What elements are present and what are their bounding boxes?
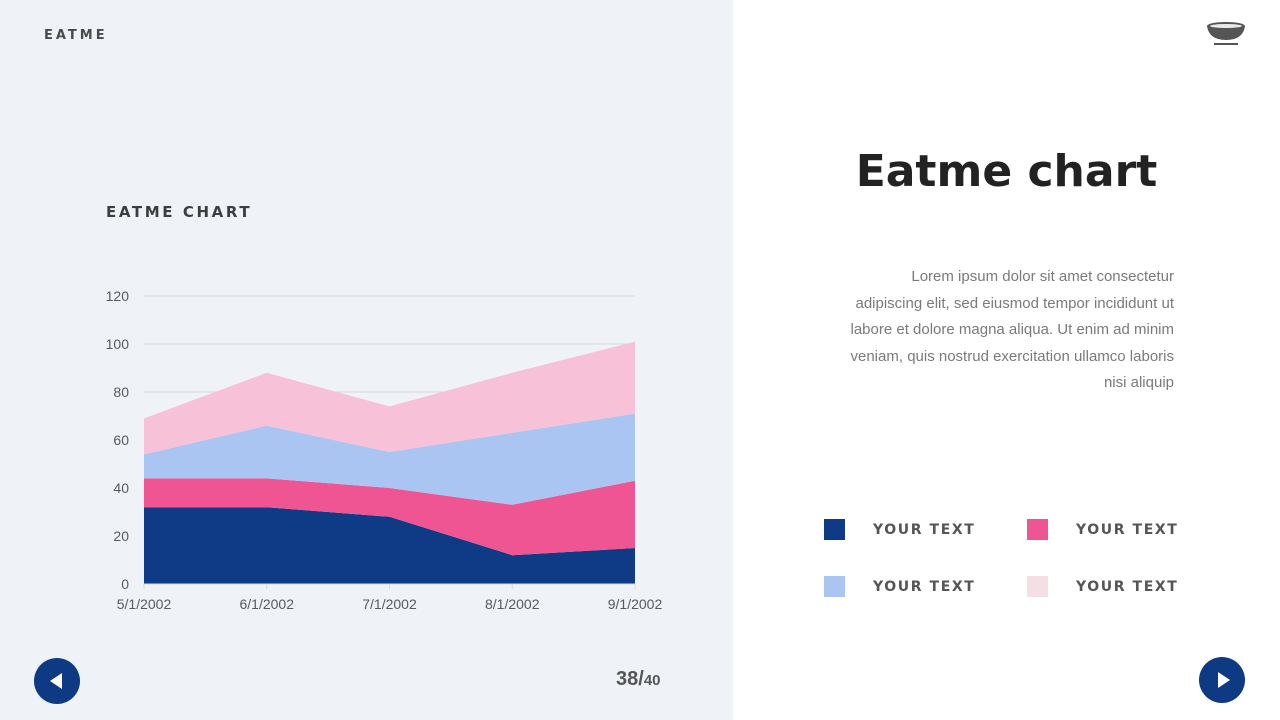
area-series — [144, 413, 635, 505]
area-series — [144, 341, 635, 455]
y-axis-tick-label: 120 — [106, 288, 130, 304]
legend-item: YOUR TEXT — [1027, 576, 1178, 597]
legend-label: YOUR TEXT — [1076, 521, 1179, 538]
y-axis-tick-label: 80 — [113, 384, 129, 400]
chart-panel: EATME EATME CHART 0 20 40 60 80 100 120 5/1/200… — [0, 0, 733, 720]
y-axis-tick-label: 100 — [106, 336, 130, 352]
total-pages: 40 — [643, 672, 661, 689]
x-axis-tick-label: 7/1/2002 — [362, 596, 417, 612]
y-axis-tick-label: 40 — [113, 480, 129, 496]
y-axis-tick-label: 20 — [113, 528, 129, 544]
bowl-icon — [1207, 22, 1245, 45]
chart-areas — [144, 341, 635, 584]
info-panel — [733, 0, 1280, 720]
legend-swatch — [824, 519, 845, 540]
brand-logo-text: EATME — [44, 28, 108, 43]
x-axis-tick-label: 9/1/2002 — [608, 596, 663, 612]
next-slide-button[interactable] — [1199, 657, 1245, 703]
page-number: 38/40 — [616, 668, 661, 691]
current-page: 38/ — [616, 668, 644, 690]
legend-item: YOUR TEXT — [824, 519, 975, 540]
description-text: Lorem ipsum dolor sit amet consectetur a… — [850, 268, 1174, 391]
legend-swatch — [824, 576, 845, 597]
chart-title: EATME CHART — [106, 203, 253, 221]
legend-label: YOUR TEXT — [873, 578, 976, 595]
triangle-right-icon — [1218, 672, 1230, 688]
legend-item: YOUR TEXT — [824, 576, 975, 597]
legend-swatch — [1027, 519, 1048, 540]
y-axis-tick-label: 60 — [113, 432, 129, 448]
chart-axes: 0 20 40 60 80 100 120 5/1/2002 6/1/2002 7/1/2002 8… — [106, 288, 663, 612]
x-axis-tick-label: 5/1/2002 — [117, 596, 172, 612]
slide-title: Eatme chart — [855, 146, 1158, 197]
area-series — [144, 507, 635, 584]
previous-slide-button[interactable] — [34, 658, 80, 704]
y-axis-tick-label: 0 — [121, 576, 129, 592]
stacked-area-chart: 0 20 40 60 80 100 120 5/1/2002 6/1/2002 7/1/2002 8… — [106, 288, 663, 612]
legend-swatch — [1027, 576, 1048, 597]
area-series — [144, 478, 635, 556]
triangle-left-icon — [50, 673, 62, 689]
legend-label: YOUR TEXT — [873, 521, 976, 538]
legend-item: YOUR TEXT — [1027, 519, 1178, 540]
x-axis-tick-label: 8/1/2002 — [485, 596, 540, 612]
legend-label: YOUR TEXT — [1076, 578, 1179, 595]
x-axis-tick-label: 6/1/2002 — [240, 596, 295, 612]
